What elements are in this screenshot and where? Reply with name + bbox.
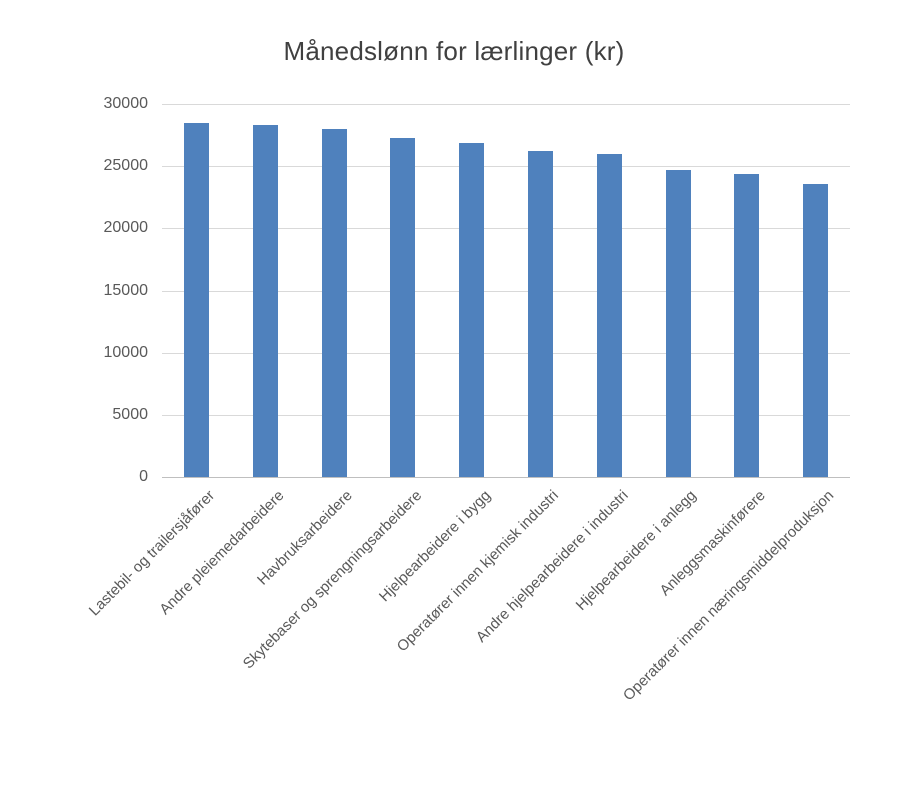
gridline <box>162 414 850 416</box>
gridline <box>162 104 850 105</box>
gridline <box>162 228 850 230</box>
bar <box>459 142 485 477</box>
x-category-label: Hjelpearbeidere i bygg <box>375 487 494 606</box>
y-tick-label: 30000 <box>103 95 149 112</box>
y-tick-label: 10000 <box>103 343 149 361</box>
chart-title: Månedslønn for lærlinger (kr) <box>283 36 625 66</box>
x-category-label: Andre pleiemedarbeidere <box>156 487 288 619</box>
y-tick-label: 5000 <box>112 405 148 423</box>
y-tick-label: 20000 <box>103 219 149 237</box>
x-category-label: Lastebil- og trailersjåfører <box>86 487 219 620</box>
gridline <box>162 166 850 168</box>
y-tick-label: 25000 <box>103 157 149 175</box>
bar <box>527 151 553 477</box>
bar <box>665 169 691 477</box>
y-tick-label: 0 <box>139 468 148 485</box>
y-tick-label: 15000 <box>103 281 149 299</box>
bar <box>803 183 829 477</box>
bar <box>252 125 278 477</box>
x-category-label: Hjelpearbeidere i anlegg <box>573 487 701 615</box>
bar <box>734 173 760 477</box>
gridline <box>162 290 850 292</box>
bar <box>596 153 622 477</box>
bar <box>321 128 347 477</box>
plot-area <box>162 104 850 478</box>
x-axis-line <box>162 477 850 478</box>
bar <box>183 122 209 477</box>
gridline <box>162 352 850 354</box>
bar <box>390 137 416 477</box>
